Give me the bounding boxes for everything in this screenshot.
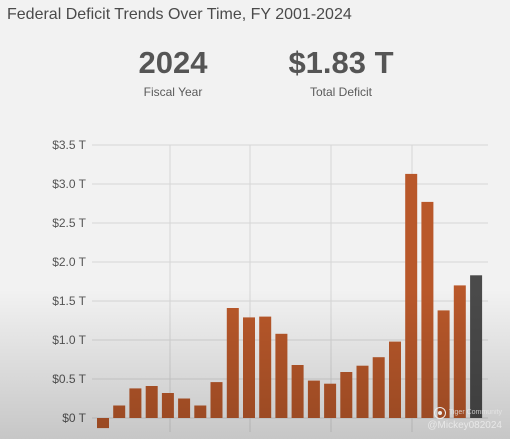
- bar-2019: [389, 341, 401, 418]
- bar-2001: [97, 418, 109, 429]
- bar-2014: [307, 380, 320, 418]
- bar-2023: [453, 285, 466, 418]
- y-tick-label: $3.5 T: [52, 138, 86, 152]
- bar-2002: [113, 405, 126, 418]
- total-deficit-stat: $1.83 T Total Deficit: [278, 47, 404, 99]
- watermark-handle: @Mickey082024: [427, 420, 502, 431]
- watermark-brand: Tiger Community: [448, 409, 502, 417]
- bar-2016: [340, 372, 353, 418]
- bar-2017: [356, 365, 369, 418]
- chart-title: Federal Deficit Trends Over Time, FY 200…: [7, 6, 352, 23]
- bar-2009: [226, 308, 239, 418]
- bar-2004: [145, 386, 158, 418]
- bar-2007: [194, 405, 207, 418]
- bar-2020: [405, 173, 418, 418]
- bar-2015: [324, 383, 337, 418]
- bar-2022: [437, 310, 450, 418]
- watermark: Tiger Community @Mickey082024: [427, 407, 502, 433]
- y-tick-label: $0.5 T: [52, 372, 86, 386]
- y-tick-label: $0 T: [62, 411, 86, 425]
- total-deficit-value: $1.83 T: [288, 45, 394, 80]
- bar-2008: [210, 382, 223, 418]
- y-tick-label: $1.0 T: [52, 333, 86, 347]
- fiscal-year-value: 2024: [138, 45, 208, 80]
- bar-2013: [291, 365, 304, 418]
- total-deficit-label: Total Deficit: [309, 85, 373, 99]
- bar-2010: [243, 317, 255, 418]
- bar-2021: [421, 201, 434, 418]
- y-tick-label: $2.5 T: [52, 216, 86, 230]
- bar-2005: [161, 393, 174, 418]
- fiscal-year-label: Fiscal Year: [143, 85, 203, 99]
- fiscal-year-stat: 2024 Fiscal Year: [125, 47, 221, 99]
- bar-2024: [470, 275, 483, 418]
- tiger-logo-icon: [433, 407, 446, 419]
- y-tick-label: $2.0 T: [52, 255, 86, 269]
- y-tick-label: $3.0 T: [52, 177, 86, 191]
- y-tick-label: $1.5 T: [52, 294, 86, 308]
- bar-2012: [275, 333, 288, 418]
- bar-2011: [259, 316, 272, 418]
- bar-2003: [129, 388, 142, 418]
- bar-2018: [372, 357, 385, 418]
- bar-2006: [178, 398, 191, 418]
